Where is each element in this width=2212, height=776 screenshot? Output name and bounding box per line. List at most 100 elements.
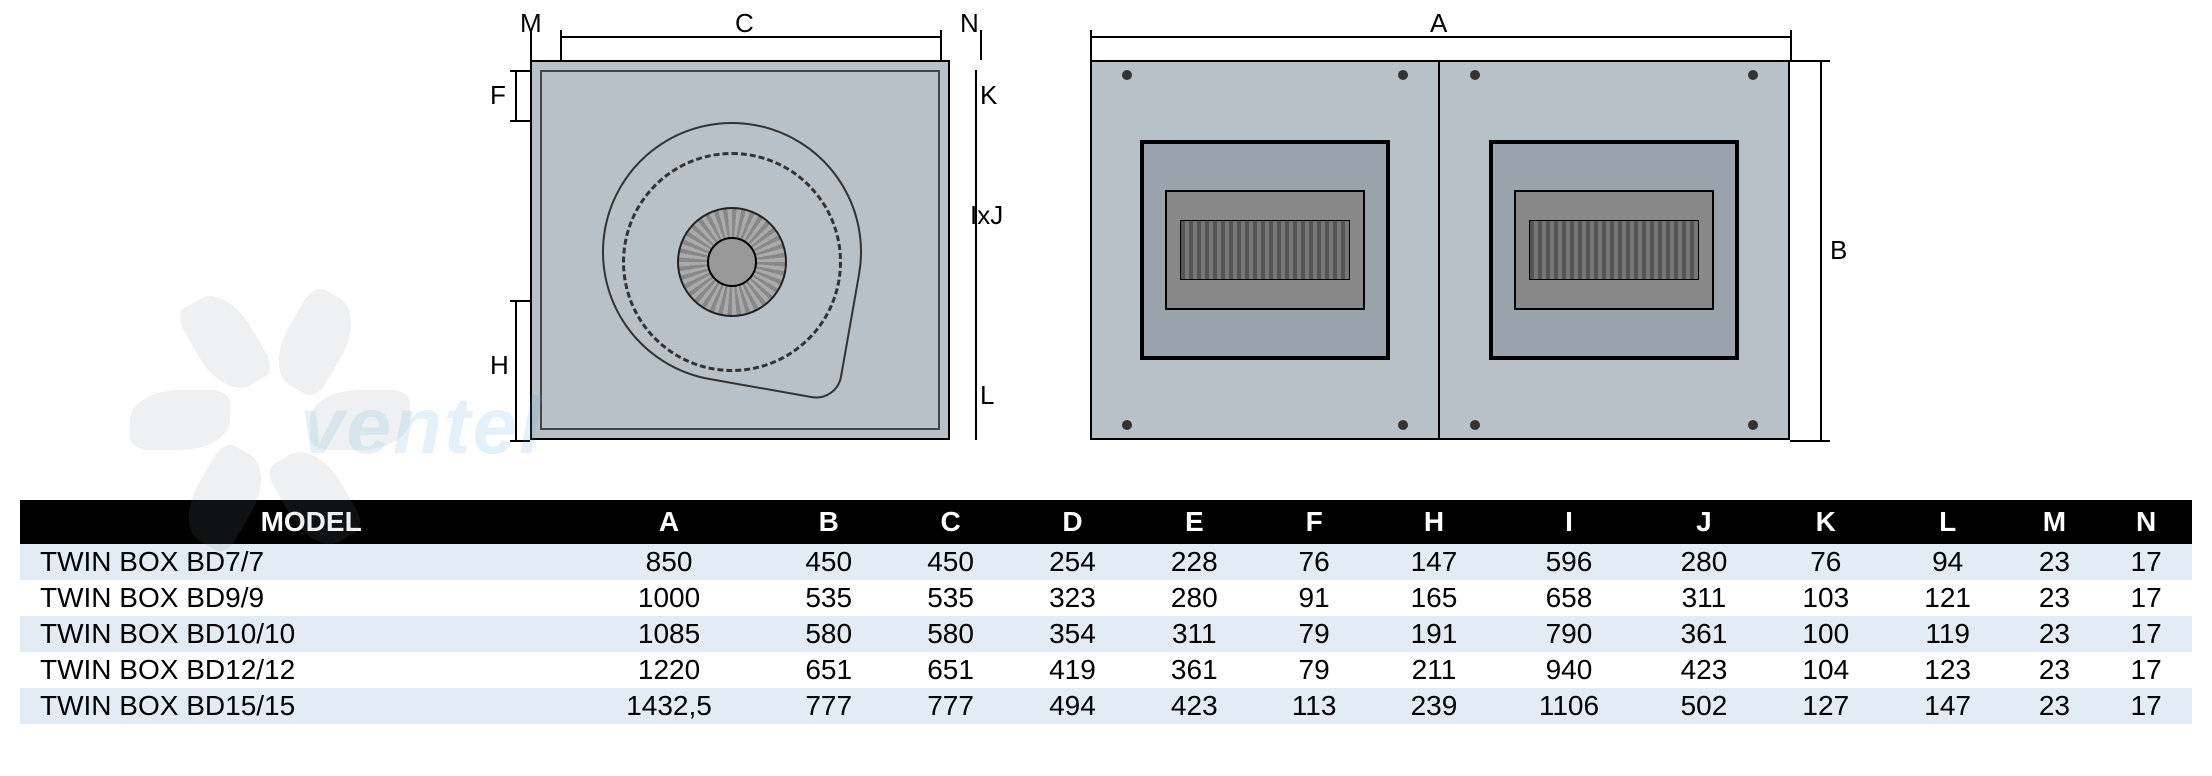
col-N: N (2100, 500, 2192, 544)
cell: 191 (1373, 616, 1495, 652)
inlet-left (1140, 140, 1390, 360)
cell: 354 (1012, 616, 1134, 652)
col-L: L (1887, 500, 2009, 544)
dim-label-A: A (1430, 8, 1447, 39)
side-view-diagram: C M N F K IxJ L H (480, 20, 1000, 470)
cell: 535 (768, 580, 890, 616)
cell: 419 (1012, 652, 1134, 688)
cell: 651 (890, 652, 1012, 688)
cell: 280 (1643, 544, 1765, 580)
table-header-row: MODEL A B C D E F H I J K L M N (20, 500, 2192, 544)
col-H: H (1373, 500, 1495, 544)
cell: 658 (1495, 580, 1643, 616)
side-view-box (530, 60, 950, 440)
cell: 121 (1887, 580, 2009, 616)
table-row: TWIN BOX BD9/9 1000 535 535 323 280 91 1… (20, 580, 2192, 616)
cell: 280 (1133, 580, 1255, 616)
table-row: TWIN BOX BD12/12 1220 651 651 419 361 79… (20, 652, 2192, 688)
cell-model: TWIN BOX BD12/12 (20, 652, 570, 688)
cell: 23 (2009, 544, 2101, 580)
cell: 228 (1133, 544, 1255, 580)
cell: 254 (1012, 544, 1134, 580)
cell: 1220 (570, 652, 768, 688)
col-M: M (2009, 500, 2101, 544)
cell: 596 (1495, 544, 1643, 580)
cell: 94 (1887, 544, 2009, 580)
cell: 777 (768, 688, 890, 724)
cell: 580 (890, 616, 1012, 652)
col-F: F (1255, 500, 1373, 544)
dim-label-C: C (735, 8, 754, 39)
cell: 1106 (1495, 688, 1643, 724)
watermark-text: ventel (300, 380, 543, 472)
cell: 23 (2009, 616, 2101, 652)
cell: 127 (1765, 688, 1887, 724)
cell: 91 (1255, 580, 1373, 616)
cell: 79 (1255, 652, 1373, 688)
table-row: TWIN BOX BD10/10 1085 580 580 354 311 79… (20, 616, 2192, 652)
dim-label-N: N (960, 8, 979, 39)
front-view-diagram: A B E E D D (1040, 20, 1860, 470)
cell: 940 (1495, 652, 1643, 688)
cell: 651 (768, 652, 890, 688)
cell: 165 (1373, 580, 1495, 616)
cell: 104 (1765, 652, 1887, 688)
cell: 1085 (570, 616, 768, 652)
cell: 494 (1012, 688, 1134, 724)
dim-label-B: B (1830, 235, 1847, 266)
cell: 103 (1765, 580, 1887, 616)
cell: 17 (2100, 652, 2192, 688)
cell: 850 (570, 544, 768, 580)
cell: 423 (1133, 688, 1255, 724)
table-row: TWIN BOX BD7/7 850 450 450 254 228 76 14… (20, 544, 2192, 580)
col-model: MODEL (20, 500, 570, 544)
cell: 119 (1887, 616, 2009, 652)
cell: 1000 (570, 580, 768, 616)
cell: 361 (1643, 616, 1765, 652)
inlet-right (1489, 140, 1739, 360)
cell-model: TWIN BOX BD9/9 (20, 580, 570, 616)
cell: 147 (1373, 544, 1495, 580)
cell: 147 (1887, 688, 2009, 724)
cell: 17 (2100, 688, 2192, 724)
cell: 535 (890, 580, 1012, 616)
cell: 17 (2100, 580, 2192, 616)
cell: 311 (1133, 616, 1255, 652)
col-C: C (890, 500, 1012, 544)
dimensions-table: MODEL A B C D E F H I J K L M N TWIN BOX… (20, 500, 2192, 724)
col-A: A (570, 500, 768, 544)
cell: 1432,5 (570, 688, 768, 724)
cell: 450 (768, 544, 890, 580)
cell: 100 (1765, 616, 1887, 652)
cell: 17 (2100, 616, 2192, 652)
cell: 790 (1495, 616, 1643, 652)
dim-label-L: L (980, 380, 994, 411)
cell-model: TWIN BOX BD15/15 (20, 688, 570, 724)
col-E: E (1133, 500, 1255, 544)
cell: 311 (1643, 580, 1765, 616)
cell: 23 (2009, 688, 2101, 724)
cell: 79 (1255, 616, 1373, 652)
front-view-box (1090, 60, 1790, 440)
table-row: TWIN BOX BD15/15 1432,5 777 777 494 423 … (20, 688, 2192, 724)
cell: 502 (1643, 688, 1765, 724)
table-body: TWIN BOX BD7/7 850 450 450 254 228 76 14… (20, 544, 2192, 724)
cell: 76 (1765, 544, 1887, 580)
cell: 423 (1643, 652, 1765, 688)
col-D: D (1012, 500, 1134, 544)
cell: 123 (1887, 652, 2009, 688)
cell: 450 (890, 544, 1012, 580)
cell: 777 (890, 688, 1012, 724)
dim-label-F: F (490, 80, 506, 111)
cell: 17 (2100, 544, 2192, 580)
col-B: B (768, 500, 890, 544)
page-container: C M N F K IxJ L H (20, 20, 2192, 724)
cell-model: TWIN BOX BD10/10 (20, 616, 570, 652)
col-I: I (1495, 500, 1643, 544)
col-J: J (1643, 500, 1765, 544)
cell: 239 (1373, 688, 1495, 724)
cell: 23 (2009, 580, 2101, 616)
cell: 76 (1255, 544, 1373, 580)
col-K: K (1765, 500, 1887, 544)
cell: 23 (2009, 652, 2101, 688)
